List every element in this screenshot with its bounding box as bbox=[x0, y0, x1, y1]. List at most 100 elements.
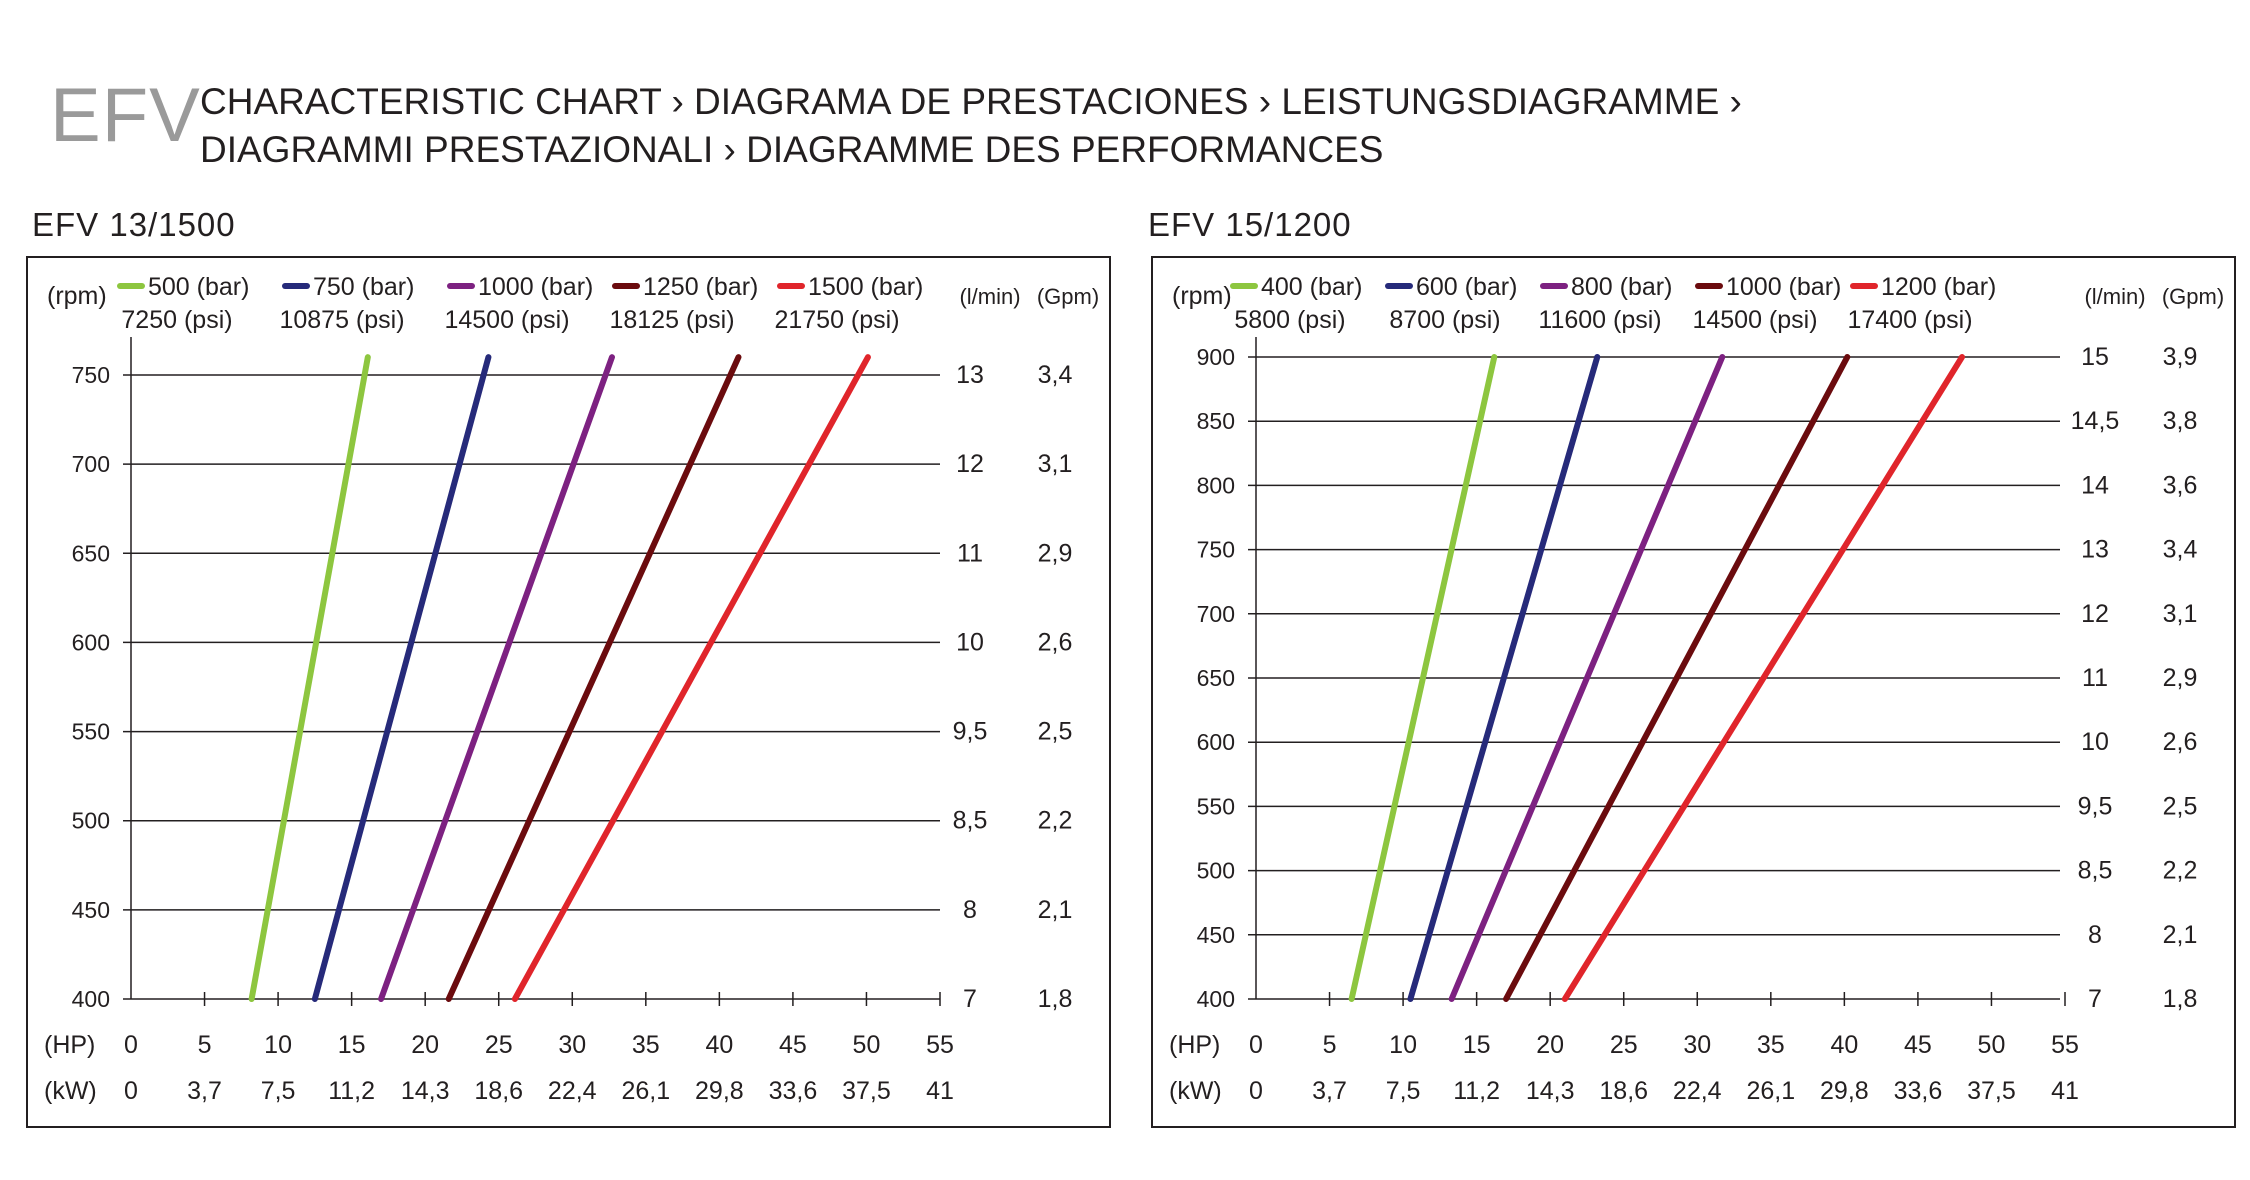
x-tick-label: 0 bbox=[1249, 1031, 1263, 1059]
legend-sublabel: 17400 (psi) bbox=[1847, 306, 1972, 334]
x2-tick-label: 26,1 bbox=[621, 1077, 670, 1105]
flow-tick-label: 10 bbox=[956, 628, 984, 656]
x-tick-label: 40 bbox=[1830, 1031, 1858, 1059]
x2-tick-label: 41 bbox=[926, 1077, 954, 1105]
legend-sublabel: 14500 (psi) bbox=[444, 306, 569, 334]
x2-tick-label: 11,2 bbox=[328, 1077, 375, 1105]
x-tick-label: 45 bbox=[779, 1031, 807, 1059]
gpm-tick-label: 3,4 bbox=[2163, 536, 2198, 564]
x-tick-label: 45 bbox=[1904, 1031, 1932, 1059]
page-heading: CHARACTERISTIC CHART › DIAGRAMA DE PREST… bbox=[200, 78, 1742, 174]
flow-tick-label: 13 bbox=[2081, 536, 2109, 564]
y-tick-label: 750 bbox=[1197, 537, 1235, 563]
x-tick-label: 20 bbox=[411, 1031, 439, 1059]
x2-tick-label: 0 bbox=[124, 1077, 138, 1105]
y-tick-label: 600 bbox=[1197, 729, 1235, 755]
flow-tick-label: 8 bbox=[2088, 921, 2102, 949]
x2-tick-label: 3,7 bbox=[187, 1077, 222, 1105]
flow-tick-label: 11 bbox=[2082, 664, 2108, 692]
flow-tick-label: 12 bbox=[2081, 600, 2109, 628]
x2-tick-label: 41 bbox=[2051, 1077, 2079, 1105]
x-tick-label: 35 bbox=[1757, 1031, 1785, 1059]
chart-title-right: EFV 15/1200 bbox=[1148, 206, 1352, 243]
chart-right: (rpm) (l/min) (Gpm) 400 (bar) 5800 (psi) 600 … bbox=[1151, 256, 2236, 1128]
legend-sublabel: 11600 (psi) bbox=[1538, 306, 1661, 334]
x-tick-label: 20 bbox=[1536, 1031, 1564, 1059]
y-tick-label: 400 bbox=[1197, 986, 1235, 1012]
legend-label: 1000 (bar) bbox=[478, 273, 593, 301]
x-tick-label: 40 bbox=[705, 1031, 733, 1059]
x2-axis-label: (kW) bbox=[44, 1077, 97, 1105]
gpm-tick-label: 1,8 bbox=[1038, 985, 1073, 1013]
x2-tick-label: 0 bbox=[1249, 1077, 1263, 1105]
x-tick-label: 35 bbox=[632, 1031, 660, 1059]
gpm-tick-label: 2,6 bbox=[2163, 728, 2198, 756]
x2-tick-label: 14,3 bbox=[401, 1077, 450, 1105]
legend-label: 1000 (bar) bbox=[1726, 273, 1841, 301]
legend-label: 800 (bar) bbox=[1571, 273, 1672, 301]
gpm-tick-label: 3,1 bbox=[1038, 450, 1073, 478]
x2-tick-label: 22,4 bbox=[548, 1077, 597, 1105]
heading-line-1: CHARACTERISTIC CHART › DIAGRAMA DE PREST… bbox=[200, 81, 1742, 122]
legend-sublabel: 7250 (psi) bbox=[121, 306, 232, 334]
x2-tick-label: 29,8 bbox=[695, 1077, 744, 1105]
heading-line-2: DIAGRAMMI PRESTAZIONALI › DIAGRAMME DES … bbox=[200, 129, 1384, 170]
x-tick-label: 30 bbox=[1683, 1031, 1711, 1059]
flow-tick-label: 8,5 bbox=[953, 807, 988, 835]
series-line bbox=[445, 354, 742, 1002]
flow-tick-label: 8,5 bbox=[2078, 857, 2113, 885]
x2-tick-label: 18,6 bbox=[1599, 1077, 1648, 1105]
gpm-tick-label: 3,1 bbox=[2163, 600, 2198, 628]
x-tick-label: 5 bbox=[198, 1031, 212, 1059]
gpm-tick-label: 2,9 bbox=[2163, 664, 2198, 692]
gpm-tick-label: 2,9 bbox=[1038, 539, 1073, 567]
x2-tick-label: 14,3 bbox=[1526, 1077, 1575, 1105]
flow-tick-label: 7 bbox=[963, 985, 977, 1013]
y-tick-label: 550 bbox=[1197, 793, 1235, 819]
legend-sublabel: 21750 (psi) bbox=[774, 306, 899, 334]
chart-frame bbox=[1151, 256, 2236, 1128]
y-axis-label: (rpm) bbox=[47, 282, 107, 310]
x-tick-label: 55 bbox=[2051, 1031, 2079, 1059]
legend-label: 1500 (bar) bbox=[808, 273, 923, 301]
x2-tick-label: 33,6 bbox=[769, 1077, 818, 1105]
gpm-tick-label: 3,9 bbox=[2163, 343, 2198, 371]
x-tick-label: 10 bbox=[1389, 1031, 1417, 1059]
legend-label: 750 (bar) bbox=[313, 273, 414, 301]
gpm-tick-label: 1,8 bbox=[2163, 985, 2198, 1013]
legend-label: 600 (bar) bbox=[1416, 273, 1517, 301]
legend-sublabel: 8700 (psi) bbox=[1389, 306, 1500, 334]
flow-tick-label: 10 bbox=[2081, 728, 2109, 756]
y-tick-label: 850 bbox=[1197, 408, 1235, 434]
x-tick-label: 50 bbox=[853, 1031, 881, 1059]
series-line bbox=[1348, 354, 1498, 1002]
x-tick-label: 30 bbox=[558, 1031, 586, 1059]
x-tick-label: 25 bbox=[485, 1031, 513, 1059]
gpm-tick-label: 3,6 bbox=[2163, 471, 2198, 499]
y-tick-label: 450 bbox=[1197, 922, 1235, 948]
x-tick-label: 15 bbox=[1463, 1031, 1491, 1059]
flow-tick-label: 11 bbox=[957, 539, 983, 567]
legend-label: 400 (bar) bbox=[1261, 273, 1362, 301]
x-tick-label: 50 bbox=[1978, 1031, 2006, 1059]
gpm-axis-label: (Gpm) bbox=[1037, 284, 1099, 309]
series-line bbox=[511, 354, 871, 1002]
y-tick-label: 600 bbox=[72, 629, 110, 655]
series-line bbox=[1448, 354, 1726, 1002]
y-tick-label: 550 bbox=[72, 719, 110, 745]
legend-label: 1200 (bar) bbox=[1881, 273, 1996, 301]
x2-tick-label: 37,5 bbox=[1967, 1077, 2016, 1105]
chart-frame bbox=[26, 256, 1111, 1128]
x2-tick-label: 18,6 bbox=[474, 1077, 523, 1105]
series-line bbox=[248, 354, 371, 1002]
legend-label: 500 (bar) bbox=[148, 273, 249, 301]
y-tick-label: 650 bbox=[72, 540, 110, 566]
brand-label: EFV bbox=[50, 73, 201, 158]
x2-tick-label: 7,5 bbox=[1386, 1077, 1421, 1105]
gpm-tick-label: 3,8 bbox=[2163, 407, 2198, 435]
series-line bbox=[1407, 354, 1601, 1002]
x-tick-label: 5 bbox=[1323, 1031, 1337, 1059]
flow-axis-label: (l/min) bbox=[959, 284, 1020, 309]
x-tick-label: 55 bbox=[926, 1031, 954, 1059]
gpm-tick-label: 2,2 bbox=[1038, 807, 1073, 835]
